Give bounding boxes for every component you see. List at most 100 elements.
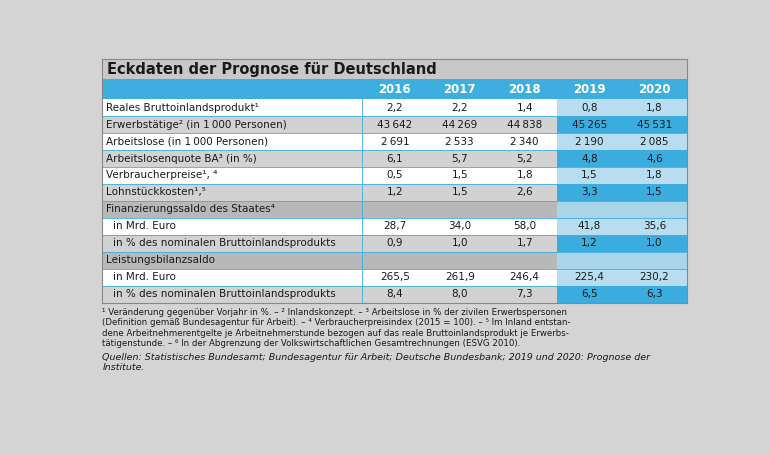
Text: 2 340: 2 340 [511,136,539,147]
Text: Quellen: Statistisches Bundesamt; Bundesagentur für Arbeit; Deutsche Bundesbank;: Quellen: Statistisches Bundesamt; Bundes… [102,353,651,362]
Bar [492,79,557,99]
Bar [492,184,557,201]
Bar [102,79,363,99]
Bar [492,268,557,286]
Bar [427,286,492,303]
Text: 1,5: 1,5 [646,187,663,197]
Bar [492,218,557,235]
Text: 230,2: 230,2 [640,272,669,282]
Text: 41,8: 41,8 [578,221,601,231]
Text: 1,2: 1,2 [387,187,403,197]
Text: 5,2: 5,2 [517,153,533,163]
Text: 1,8: 1,8 [646,171,663,181]
Bar [622,268,687,286]
Text: 2,2: 2,2 [387,103,403,113]
Bar [427,235,492,252]
Text: 45 531: 45 531 [637,120,672,130]
Text: in % des nominalen Bruttoinlandsprodukts: in % des nominalen Bruttoinlandsprodukts [113,289,336,299]
Bar [557,99,622,116]
Text: 8,0: 8,0 [451,289,468,299]
Text: 0,8: 0,8 [581,103,598,113]
Bar [557,235,622,252]
Bar [622,116,687,133]
Text: 45 265: 45 265 [572,120,607,130]
Text: 1,8: 1,8 [517,171,533,181]
Text: 34,0: 34,0 [448,221,471,231]
Bar [492,252,557,268]
Bar [492,133,557,150]
Bar [102,59,687,79]
Bar [102,167,363,184]
Text: 6,5: 6,5 [581,289,598,299]
Bar [427,116,492,133]
Text: 2016: 2016 [379,83,411,96]
Text: 5,7: 5,7 [451,153,468,163]
Bar [102,133,363,150]
Bar [363,252,427,268]
Bar [427,268,492,286]
Bar [557,167,622,184]
Bar [363,99,427,116]
Bar [622,99,687,116]
Text: 58,0: 58,0 [513,221,536,231]
Text: 35,6: 35,6 [643,221,666,231]
Bar [427,133,492,150]
Bar [557,218,622,235]
Text: 1,7: 1,7 [517,238,533,248]
Text: 2,6: 2,6 [517,187,533,197]
Bar [557,184,622,201]
Bar [363,286,427,303]
Bar [557,133,622,150]
Bar [557,79,622,99]
Bar [557,150,622,167]
Text: Erwerbstätige² (in 1 000 Personen): Erwerbstätige² (in 1 000 Personen) [106,120,287,130]
Bar [492,286,557,303]
Bar [363,235,427,252]
Bar [102,99,363,116]
Text: 2019: 2019 [573,83,606,96]
Bar [363,201,427,218]
Text: Finanzierungssaldo des Staates⁴: Finanzierungssaldo des Staates⁴ [106,204,276,214]
Bar [102,286,363,303]
Bar [557,116,622,133]
Text: 1,2: 1,2 [581,238,598,248]
Bar [492,150,557,167]
Text: 2 533: 2 533 [446,136,474,147]
Bar [427,218,492,235]
Text: 44 838: 44 838 [507,120,542,130]
Text: Reales Bruttoinlandsprodukt¹: Reales Bruttoinlandsprodukt¹ [106,103,259,113]
Bar [102,252,363,268]
Bar [427,79,492,99]
Text: 8,4: 8,4 [387,289,403,299]
Bar [622,150,687,167]
Bar [622,252,687,268]
Bar [492,167,557,184]
Text: 4,8: 4,8 [581,153,598,163]
Text: ¹ Veränderung gegenüber Vorjahr in %. – ² Inlandskonzept. – ³ Arbeitslose in % d: ¹ Veränderung gegenüber Vorjahr in %. – … [102,308,567,317]
Text: in Mrd. Euro: in Mrd. Euro [113,272,176,282]
Text: in % des nominalen Bruttoinlandsprodukts: in % des nominalen Bruttoinlandsprodukts [113,238,336,248]
Bar [557,286,622,303]
Text: 2 085: 2 085 [640,136,668,147]
Text: Lohnstückkosten¹,⁵: Lohnstückkosten¹,⁵ [106,187,206,197]
Text: 1,4: 1,4 [517,103,533,113]
Text: 2020: 2020 [638,83,671,96]
Text: Leistungsbilanzsaldo: Leistungsbilanzsaldo [106,255,216,265]
Bar [102,268,363,286]
Bar [102,116,363,133]
Text: Arbeitslosenquote BA³ (in %): Arbeitslosenquote BA³ (in %) [106,153,257,163]
Bar [363,79,427,99]
Text: Institute.: Institute. [102,363,145,372]
Text: tätigenstunde. – ⁶ In der Abgrenzung der Volkswirtschaftlichen Gesamtrechnungen : tätigenstunde. – ⁶ In der Abgrenzung der… [102,339,521,348]
Bar [622,79,687,99]
Text: in Mrd. Euro: in Mrd. Euro [113,221,176,231]
Text: 2 691: 2 691 [380,136,409,147]
Bar [622,235,687,252]
Text: 7,3: 7,3 [517,289,533,299]
Text: 225,4: 225,4 [574,272,604,282]
Bar [427,184,492,201]
Bar [427,167,492,184]
Text: 43 642: 43 642 [377,120,413,130]
Text: 2 190: 2 190 [575,136,604,147]
Text: 2,2: 2,2 [451,103,468,113]
